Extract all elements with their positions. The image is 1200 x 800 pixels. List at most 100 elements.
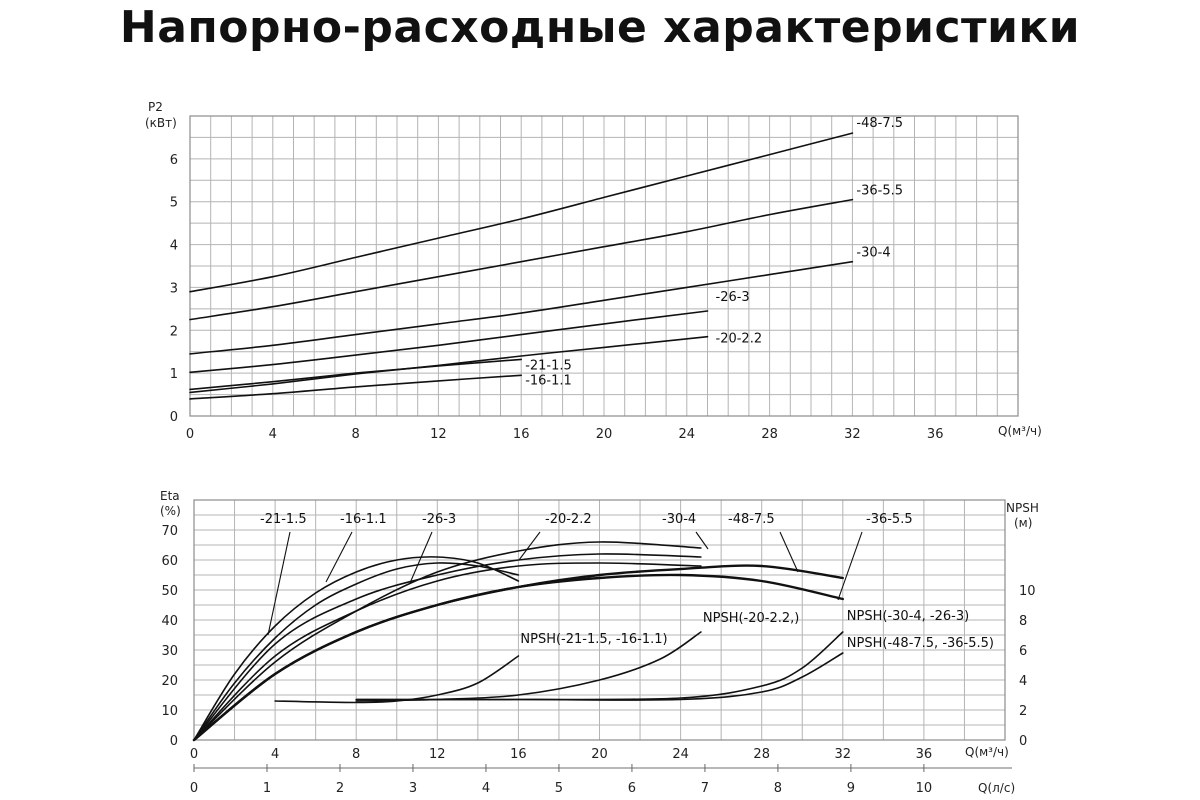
- series-label: -48-7.5: [728, 512, 775, 527]
- power-curve: [189, 358, 522, 391]
- power-curve: [189, 310, 709, 374]
- x-tick-label: 4: [271, 747, 279, 762]
- y-tick-label: 10: [161, 704, 178, 719]
- series-label: -20-2.2: [716, 332, 763, 347]
- x-tick-label: 4: [269, 427, 277, 442]
- y-axis-label: Eta: [160, 489, 180, 503]
- y-tick-label: 6: [170, 153, 178, 168]
- power-curve: [189, 198, 854, 321]
- page-title: Напорно-расходные характеристики: [119, 2, 1081, 53]
- x2-axis-label: Q(л/с): [978, 781, 1015, 795]
- x-tick-label: 8: [352, 747, 360, 762]
- y2-tick-label: 8: [1019, 614, 1027, 629]
- y2-axis-unit: (м): [1014, 516, 1032, 530]
- x2-tick-label: 6: [628, 781, 636, 796]
- x-axis-label: Q(м³/ч): [998, 424, 1042, 438]
- x2-tick-label: 3: [409, 781, 417, 796]
- y2-tick-label: 10: [1019, 584, 1036, 599]
- y-tick-label: 3: [170, 281, 178, 296]
- y-tick-label: 20: [161, 674, 178, 689]
- series-leader-line: [267, 531, 291, 636]
- npsh-curve: [355, 652, 844, 701]
- y2-tick-label: 4: [1019, 674, 1027, 689]
- series-label: -36-5.5: [866, 512, 913, 527]
- series-leader-line: [779, 531, 799, 573]
- efficiency-curve: [193, 562, 520, 741]
- y2-tick-label: 2: [1019, 704, 1027, 719]
- plot-frame: [189, 115, 1019, 417]
- series-label: -36-5.5: [856, 184, 903, 199]
- y-tick-label: 1: [170, 367, 178, 382]
- series-label: -26-3: [716, 290, 750, 305]
- series-label: -16-1.1: [525, 373, 572, 388]
- plot-frame: [193, 499, 1006, 741]
- power-curve: [189, 260, 854, 355]
- efficiency-curve: [193, 562, 702, 741]
- y-tick-label: 30: [161, 644, 178, 659]
- x-tick-label: 28: [761, 427, 778, 442]
- y-tick-label: 2: [170, 324, 178, 339]
- series-label: -21-1.5: [260, 512, 307, 527]
- y-tick-label: 50: [161, 584, 178, 599]
- x2-tick-label: 7: [701, 781, 709, 796]
- series-label: -20-2.2: [545, 512, 592, 527]
- series-leader-line: [695, 531, 709, 550]
- series-label: -30-4: [856, 246, 890, 261]
- series-leader-line: [837, 531, 863, 601]
- x-axis-label: Q(м³/ч): [965, 745, 1009, 759]
- y-tick-label: 0: [170, 410, 178, 425]
- efficiency-curve: [193, 541, 702, 741]
- x-tick-label: 0: [190, 747, 198, 762]
- npsh-series-label: NPSH(-48-7.5, -36-5.5): [847, 636, 994, 651]
- npsh-series-label: NPSH(-20-2.2,): [703, 611, 799, 626]
- x-tick-label: 24: [679, 427, 696, 442]
- x2-tick-label: 9: [847, 781, 855, 796]
- x2-tick-label: 8: [774, 781, 782, 796]
- x-tick-label: 32: [835, 747, 852, 762]
- series-leader-line: [518, 531, 541, 561]
- efficiency-curve: [193, 556, 520, 741]
- x-tick-label: 32: [844, 427, 861, 442]
- x2-tick-label: 10: [916, 781, 933, 796]
- x2-tick-label: 1: [263, 781, 271, 796]
- y2-tick-label: 6: [1019, 644, 1027, 659]
- efficiency-npsh-chart: 0 4 8 12 16 20 24 28 32 360102030405060700246810E…: [160, 489, 1039, 796]
- x-tick-label: 36: [916, 747, 933, 762]
- series-label: -26-3: [422, 512, 456, 527]
- y2-tick-label: 0: [1019, 734, 1027, 749]
- y-tick-label: 5: [170, 196, 178, 211]
- series-label: -16-1.1: [340, 512, 387, 527]
- series-label: -21-1.5: [525, 358, 572, 373]
- efficiency-curve: [192, 573, 844, 742]
- series-leader-line: [325, 531, 353, 583]
- x2-tick-label: 2: [336, 781, 344, 796]
- x2-tick-label: 0: [190, 781, 198, 796]
- x-tick-label: 28: [753, 747, 770, 762]
- x-tick-label: 24: [672, 747, 689, 762]
- x-tick-label: 0: [186, 427, 194, 442]
- y-axis-label: P2: [148, 100, 163, 114]
- x-tick-label: 20: [591, 747, 608, 762]
- x2-tick-label: 4: [482, 781, 490, 796]
- x2-tick-label: 5: [555, 781, 563, 796]
- x-tick-label: 12: [429, 747, 446, 762]
- power-curve: [189, 132, 854, 293]
- series-label: -48-7.5: [856, 116, 903, 131]
- series-leader-line: [409, 531, 433, 584]
- x-tick-label: 20: [596, 427, 613, 442]
- y-tick-label: 40: [161, 614, 178, 629]
- x-tick-label: 16: [513, 427, 530, 442]
- power-curve: [189, 374, 522, 400]
- y-tick-label: 0: [170, 734, 178, 749]
- y-axis-unit: (%): [160, 504, 181, 518]
- y-axis-unit: (кВт): [145, 116, 177, 130]
- y-tick-label: 70: [161, 524, 178, 539]
- x-tick-label: 36: [927, 427, 944, 442]
- power-chart: 0 4 8 12 16 20 24 28 32 360123456P2(кВт)Q(м³/ч)-4…: [145, 100, 1042, 442]
- y2-axis-label: NPSH: [1006, 501, 1039, 515]
- npsh-series-label: NPSH(-21-1.5, -16-1.1): [520, 632, 667, 647]
- npsh-series-label: NPSH(-30-4, -26-3): [847, 609, 969, 624]
- series-label: -30-4: [662, 512, 696, 527]
- x-tick-label: 8: [351, 427, 359, 442]
